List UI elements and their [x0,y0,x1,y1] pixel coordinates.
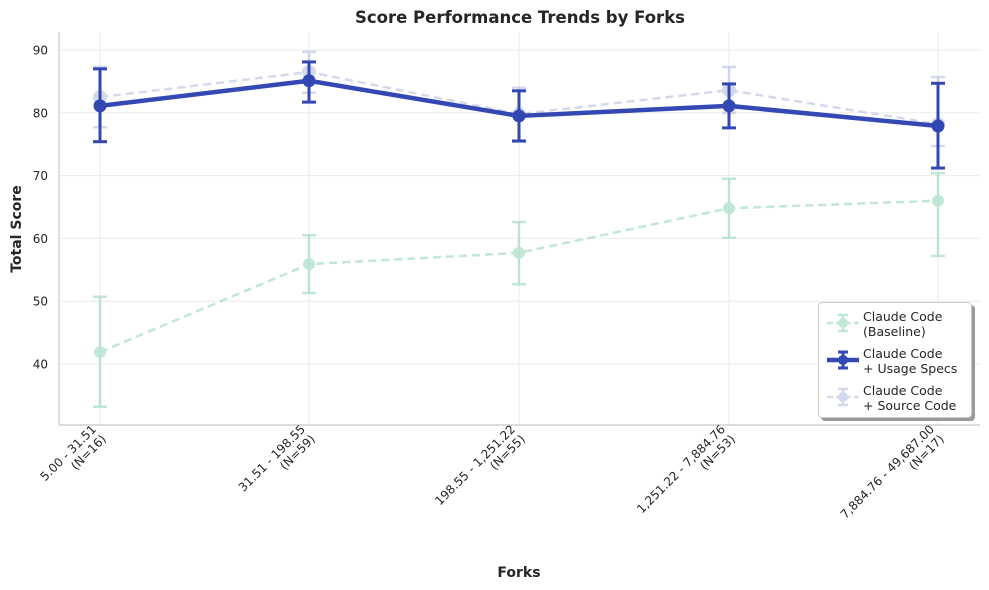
svg-text:1,251.22 - 7,884.76: 1,251.22 - 7,884.76 [634,422,728,516]
x-tick-label: 7,884.76 - 49,687.00(N=17) [838,422,947,521]
data-point [94,346,106,359]
legend-item-usage-specs: Claude Code + Usage Specs [819,342,973,378]
x-tick-label: 1,251.22 - 7,884.76(N=53) [634,422,738,516]
y-axis-title: Total Score [9,185,25,273]
y-tick-label: 90 [33,44,48,58]
y-tick-label: 70 [33,169,48,183]
series-0 [93,171,945,408]
axes [58,32,980,426]
y-tick-label: 80 [33,106,48,120]
y-tick-label: 50 [33,295,48,309]
legend-label-baseline: Claude Code (Baseline) [863,309,943,339]
data-point [512,109,526,123]
x-tick-labels: 5.00 - 31.51(N=16) 31.51 - 198.55(N=59) 19… [38,422,947,521]
legend-marker-source-code-icon [827,387,859,407]
svg-text:198.55 - 1,251.22: 198.55 - 1,251.22 [432,422,518,508]
legend-item-source-code: Claude Code + Source Code [819,379,973,415]
data-point [932,194,944,207]
data-point [513,246,525,259]
x-tick-label: 198.55 - 1,251.22(N=55) [432,422,528,508]
data-point [722,99,736,113]
series-1 [93,60,945,170]
legend-label-source-code: Claude Code + Source Code [863,383,957,413]
legend-marker-baseline-icon [827,313,859,333]
svg-text:7,884.76 - 49,687.00: 7,884.76 - 49,687.00 [838,422,937,521]
legend-marker-usage-specs-icon [827,350,859,370]
y-tick-label: 40 [33,358,48,372]
x-axis-title: Forks [497,565,540,581]
x-tick-label: 31.51 - 198.55(N=59) [236,422,318,494]
legend-label-usage-specs: Claude Code + Usage Specs [863,346,958,376]
y-tick-label: 60 [33,232,48,246]
data-point [723,202,735,215]
data-point [931,119,945,133]
data-point [303,258,315,271]
legend-item-baseline: Claude Code (Baseline) [819,305,973,341]
x-tick-label: 5.00 - 31.51(N=16) [38,422,109,484]
data-point [302,74,316,88]
series-layer [93,50,945,408]
data-point [93,99,107,113]
chart-title: Score Performance Trends by Forks [354,8,685,27]
legend: Claude Code (Baseline) Claude Code + Usa… [818,302,972,418]
y-tick-labels: 40 50 60 70 80 90 [33,44,48,372]
